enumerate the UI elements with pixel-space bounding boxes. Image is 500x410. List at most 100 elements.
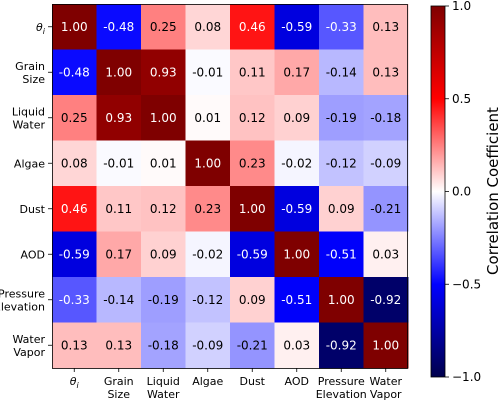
cell-value-label: -0.92 [326,338,357,352]
cell-value-label: -0.18 [370,111,401,125]
heatmap-cell [319,277,364,323]
cell-value-label: 0.13 [61,338,88,352]
heatmap-cell [319,4,364,50]
y-tick-label: Grain [15,60,45,73]
heatmap-cell [319,231,364,278]
heatmap-cell [96,277,142,323]
cell-value-label: 0.03 [283,338,310,352]
heatmap-cell [274,231,320,278]
heatmap-cell [96,322,142,369]
heatmap-cell [185,322,231,369]
cell-value-label: 1.00 [328,293,355,307]
y-tick-label: Algae [14,157,45,170]
cell-value-label: 0.03 [372,247,399,261]
heatmap-cell [230,4,275,50]
cell-value-label: -0.12 [326,156,357,170]
heatmap-cell [274,277,320,323]
cell-value-label: 1.00 [239,202,266,216]
cell-value-label: -0.59 [59,247,90,261]
heatmap-cell [52,186,97,232]
heatmap-cell [363,95,409,141]
cell-value-label: -0.92 [370,293,401,307]
heatmap-cell [96,4,142,50]
x-tick-label: Grain [104,375,134,388]
y-tick-label: Pressure [0,287,45,300]
heatmap-cells: 1.00 -0.48 0.25 0.08 0.46 -0.59 -0.33 0.13 -0.48… [52,4,409,369]
cell-value-label: 0.09 [328,202,355,216]
cell-value-label: -0.01 [103,156,134,170]
heatmap-cell [319,95,364,141]
heatmap-cell [230,49,275,96]
cell-value-label: -0.59 [237,247,268,261]
cell-value-label: -0.19 [326,111,357,125]
cell-value-label: 0.01 [194,111,221,125]
cell-value-label: 0.93 [105,111,132,125]
heatmap-cell [274,95,320,141]
cell-value-label: 0.46 [61,202,88,216]
heatmap-cell [141,49,186,96]
y-tick-label: Elevation [0,300,45,313]
x-tick-label: Liquid [147,375,180,388]
heatmap-cell [52,322,97,369]
x-tick-label: Pressure [318,375,365,388]
heatmap-cell [363,4,409,50]
heatmap-cell [319,322,364,369]
heatmap-cell [363,140,409,187]
heatmap-cell [274,140,320,187]
x-tick-label: Dust [240,375,266,388]
heatmap-cell [363,322,409,369]
cell-value-label: -0.14 [326,65,357,79]
x-tick-label: AOD [285,375,309,388]
cell-value-label: 1.00 [194,156,221,170]
cell-value-label: 0.23 [194,202,221,216]
cell-value-label: 0.08 [61,156,88,170]
heatmap-cell [141,4,186,50]
y-tick-label: Dust [20,203,46,216]
cell-value-label: 0.12 [239,111,266,125]
cell-value-label: 0.25 [150,20,177,34]
y-tick-label: Water [12,118,45,131]
cell-value-label: -0.51 [281,293,312,307]
colorbar-title: Correlation Coefficient [484,107,500,275]
heatmap-cell [363,231,409,278]
x-tick-label: Size [107,388,130,401]
cell-value-label: -0.21 [237,338,268,352]
heatmap-cell [52,231,97,278]
heatmap-cell [274,186,320,232]
cell-value-label: 0.11 [239,65,266,79]
heatmap-cell [274,49,320,96]
cell-value-label: -0.14 [103,293,134,307]
cell-value-label: -0.09 [370,156,401,170]
heatmap-cell [96,95,142,141]
colorbar-ticks: 1.0 0.5 0.0 −0.5 −1.0 [445,0,481,384]
cell-value-label: -0.33 [59,293,90,307]
cell-value-label: -0.48 [103,20,134,34]
heatmap-cell [185,49,231,96]
heatmap-cell [230,322,275,369]
cell-value-label: 1.00 [61,20,88,34]
heatmap-cell [185,186,231,232]
cell-value-label: 0.13 [372,65,399,79]
y-tick-labels: θiGrainSizeLiquidWaterAlgaeDustAODPressu… [0,21,52,359]
cell-value-label: 1.00 [372,338,399,352]
colorbar: 1.0 0.5 0.0 −0.5 −1.0 Correlation Coefficien… [430,0,500,384]
y-tick-label: Vapor [13,346,45,359]
cell-value-label: 0.12 [150,202,177,216]
heatmap-cell [230,140,275,187]
heatmap-cell [185,231,231,278]
y-tick-label: AOD [21,248,45,261]
heatmap-cell [52,277,97,323]
x-tick-label: Elevation [316,388,367,401]
cell-value-label: -0.18 [148,338,179,352]
heatmap-cell [185,277,231,323]
colorbar-tick-label: 1.0 [452,0,471,13]
heatmap-cell [363,49,409,96]
cell-value-label: -0.01 [192,65,223,79]
heatmap-cell [230,231,275,278]
cell-value-label: -0.09 [192,338,223,352]
y-tick-label: Liquid [12,105,45,118]
cell-value-label: 0.23 [239,156,266,170]
heatmap-cell [141,231,186,278]
cell-value-label: 0.93 [150,65,177,79]
